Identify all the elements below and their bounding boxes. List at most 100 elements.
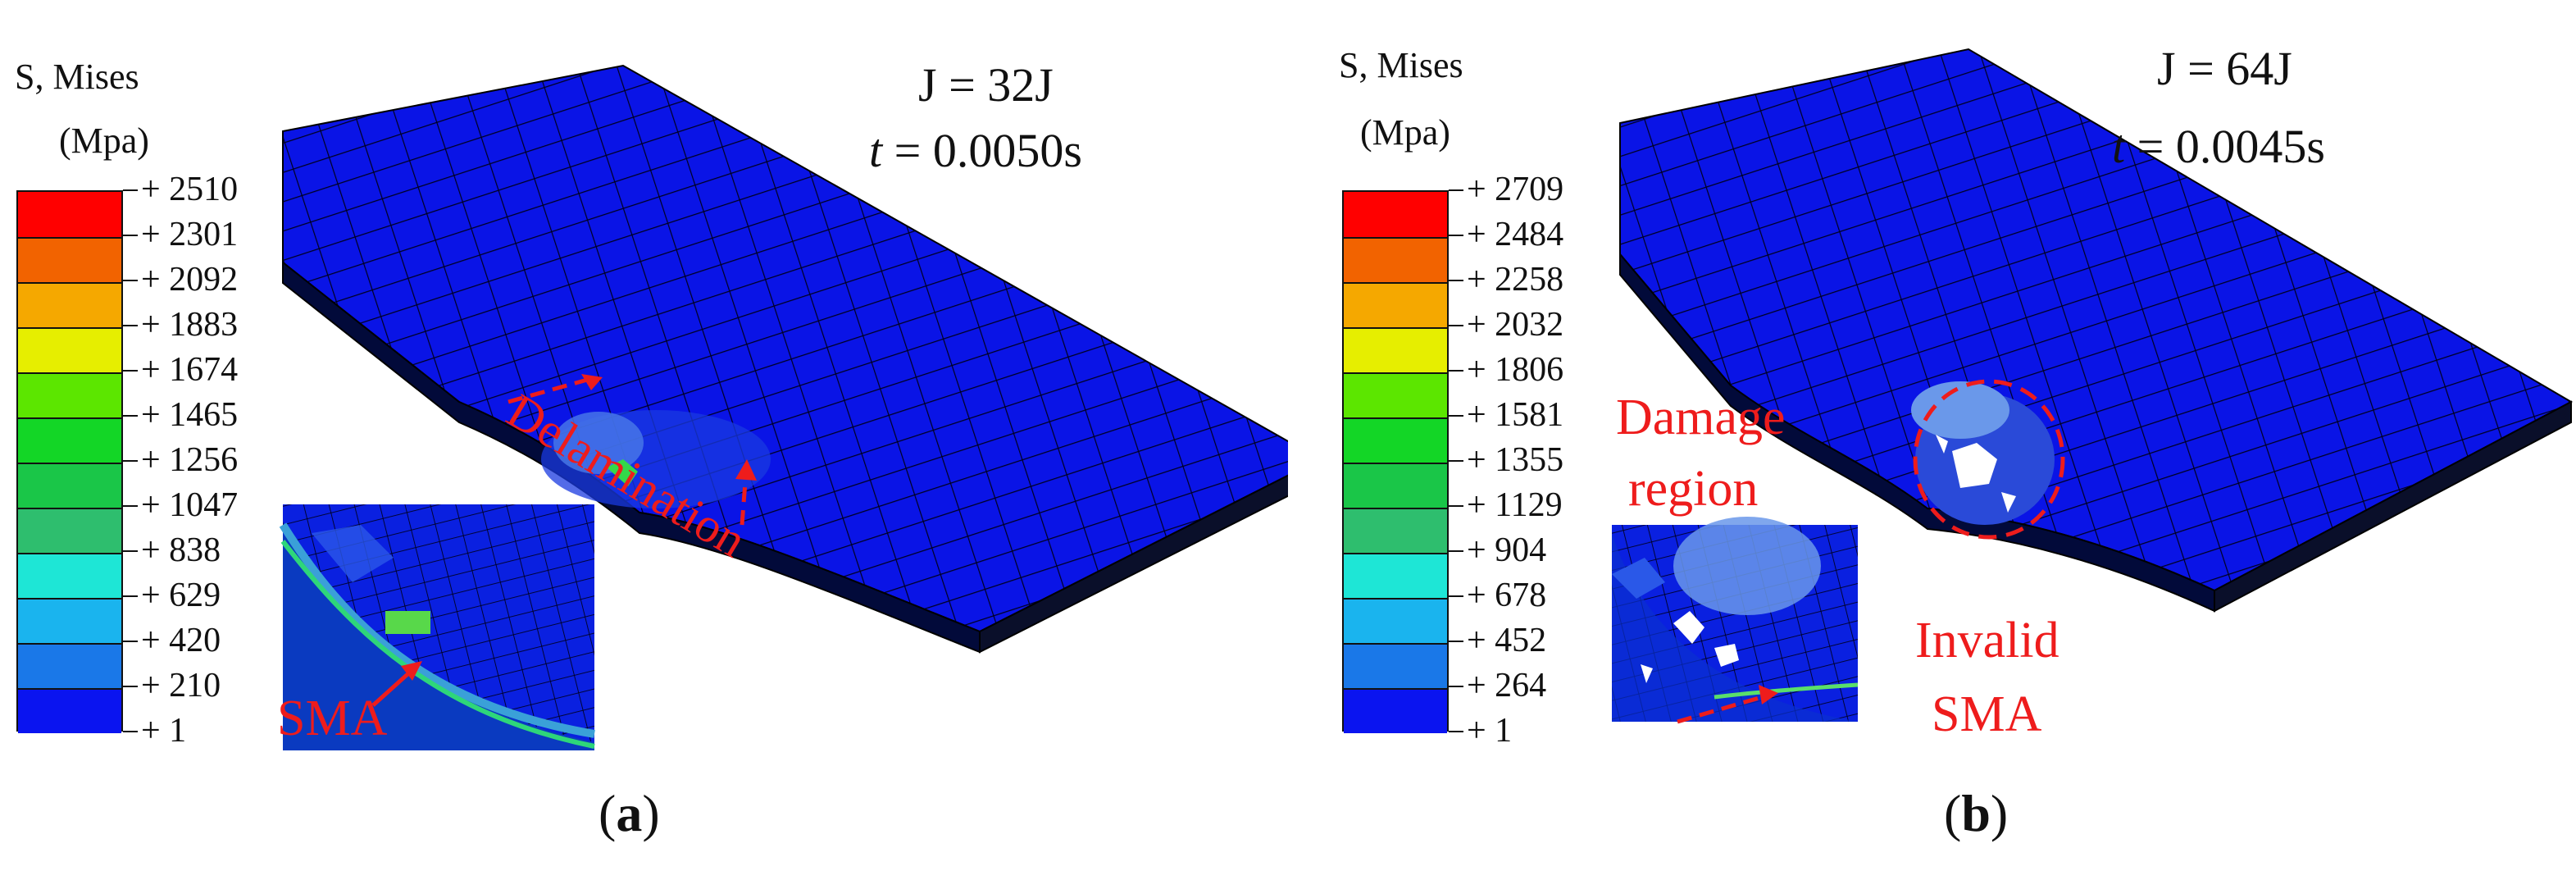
colorbar-tick-label: + 904 [1467,531,1547,569]
plate-top-b [1619,48,2574,592]
colorbar-tick [1449,415,1463,417]
colorbar-tick [123,686,138,687]
colorbar-cell [1344,282,1447,327]
colorbar-cell [1344,372,1447,417]
colorbar-cell [18,192,121,237]
colorbar-cell [1344,598,1447,643]
colorbar-tick-label: + 1355 [1467,441,1564,479]
colorbar-cell [18,417,121,463]
colorbar-tick-label: + 2510 [141,171,239,208]
colorbar-tick [1449,325,1463,326]
time-val-b: = 0.0045s [2137,120,2325,173]
colorbar-cell [1344,643,1447,688]
colorbar-tick-label: + 1129 [1467,486,1563,524]
legend-unit-a: (Mpa) [59,121,149,161]
colorbar-tick [123,415,138,417]
time-val-a: = 0.0050s [894,124,1082,177]
caption-b: (b) [1944,784,2009,842]
sma-label: SMA [277,691,388,746]
colorbar-tick-label: + 2092 [141,261,239,299]
colorbar-tick-label: + 2258 [1467,261,1564,299]
colorbar-tick [1449,641,1463,642]
fe-model-a [279,64,1288,750]
colorbar-tick-label: + 1674 [141,351,239,389]
colorbar-tick-label: + 678 [1467,577,1547,614]
colorbar-cell [1344,463,1447,508]
colorbar-tick [1449,686,1463,687]
colorbar-cell [1344,327,1447,372]
colorbar-cell [1344,192,1447,237]
colorbar-tick-label: + 2032 [1467,306,1564,344]
colorbar-tick-label: + 264 [1467,667,1547,704]
colorbar-tick-label: + 838 [141,531,221,569]
colorbar-cell [18,282,121,327]
legend-title-b: S, Mises [1339,45,1463,85]
colorbar-tick-label: + 452 [1467,622,1547,659]
colorbar-a [16,190,123,733]
panel-b: S, Mises (Mpa) + 2709 + 2484 + 2258 + 2032 +… [1288,0,2576,880]
colorbar-tick [1449,280,1463,281]
caption-letter-a: a [616,784,643,842]
invalid-sma-label-1: Invalid [1915,613,2059,668]
colorbar-cell [1344,688,1447,733]
colorbar-tick-label: + 1047 [141,486,239,524]
colorbar-tick-label: + 1 [141,712,187,750]
colorbar-cell [18,327,121,372]
colorbar-cell [18,688,121,733]
colorbar-tick [123,505,138,507]
colorbar-tick-label: + 1581 [1467,396,1564,434]
colorbar-tick [123,370,138,372]
colorbar-tick [123,595,138,597]
colorbar-tick-label: + 420 [141,622,221,659]
colorbar-cell [18,372,121,417]
colorbar-tick [123,280,138,281]
damage-region-label-1: Damage [1616,390,1786,445]
colorbar-tick-label: + 1465 [141,396,239,434]
colorbar-cell [18,463,121,508]
time-label-a: t = 0.0050s [869,127,1082,175]
colorbar-tick [123,550,138,552]
colorbar-tick [1449,505,1463,507]
colorbar-b [1342,190,1449,733]
colorbar-tick [1449,595,1463,597]
colorbar-tick [123,731,138,732]
damage-region-label-2: region [1628,461,1759,517]
colorbar-tick-label: + 2709 [1467,171,1564,208]
time-label-b: t = 0.0045s [2112,123,2325,171]
colorbar-cell [1344,417,1447,463]
colorbar-tick [1449,460,1463,462]
legend-title-a: S, Mises [15,57,139,97]
colorbar-tick-label: + 629 [141,577,221,614]
caption-a: (a) [598,784,660,842]
colorbar-cell [1344,508,1447,553]
invalid-sma-label-2: SMA [1932,686,2042,742]
inset-b [1612,517,1859,722]
inset-a [279,504,595,750]
colorbar-tick [123,460,138,462]
colorbar-tick [1449,189,1463,191]
colorbar-tick [123,641,138,642]
colorbar-tick [1449,235,1463,236]
colorbar-tick-label: + 2484 [1467,216,1564,253]
colorbar-tick [123,325,138,326]
energy-label-a: J = 32J [918,58,1054,112]
colorbar-tick-label: + 210 [141,667,221,704]
plate-edge-right-a [979,474,1288,654]
legend-unit-b: (Mpa) [1360,112,1450,153]
damage-circle [1913,379,2065,540]
colorbar-tick-label: + 1806 [1467,351,1564,389]
time-var-b: t [2112,120,2126,173]
colorbar-tick [1449,370,1463,372]
colorbar-cell [18,598,121,643]
colorbar-tick-label: + 2301 [141,216,239,253]
colorbar-cell [18,553,121,598]
colorbar-cell [18,643,121,688]
plate-edge-right-b [2214,400,2572,613]
colorbar-cell [1344,553,1447,598]
caption-letter-b: b [1961,784,1991,842]
colorbar-cell [18,237,121,282]
fe-model-b [1612,48,2574,724]
colorbar-cell [18,508,121,553]
colorbar-tick [123,235,138,236]
colorbar-tick [123,189,138,191]
